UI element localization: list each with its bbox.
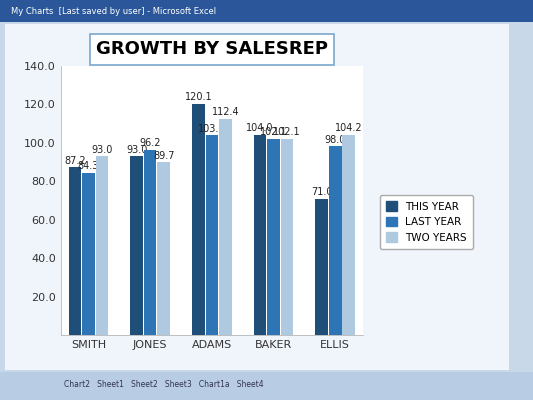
Bar (144, 150, 157, 335)
Bar (329, 146, 342, 335)
Text: 112.4: 112.4 (212, 107, 239, 117)
Text: 84.3: 84.3 (78, 161, 99, 171)
Bar (69, 167, 81, 335)
Bar (254, 135, 266, 335)
Text: 102.1: 102.1 (273, 127, 301, 137)
Text: 93.0: 93.0 (126, 144, 147, 154)
Text: 102.1: 102.1 (260, 127, 287, 137)
Bar (96, 156, 108, 335)
Text: 71.0: 71.0 (311, 187, 333, 197)
Bar (316, 198, 328, 335)
Legend: THIS YEAR, LAST YEAR, TWO YEARS: THIS YEAR, LAST YEAR, TWO YEARS (380, 195, 473, 249)
Text: 89.7: 89.7 (153, 151, 174, 161)
Text: 103.7: 103.7 (198, 124, 225, 134)
Bar (281, 138, 293, 335)
Text: 96.2: 96.2 (140, 138, 161, 148)
Text: Chart2   Sheet1   Sheet2   Sheet3   Chart1a   Sheet4: Chart2 Sheet1 Sheet2 Sheet3 Chart1a Shee… (64, 380, 264, 389)
Text: 87.2: 87.2 (64, 156, 86, 166)
Text: 93.0: 93.0 (91, 144, 113, 154)
Bar (267, 138, 280, 335)
Bar (192, 104, 205, 335)
Bar (157, 162, 170, 335)
Bar (219, 119, 232, 335)
Bar (206, 136, 218, 335)
Bar (130, 156, 143, 335)
Title: GROWTH BY SALESREP: GROWTH BY SALESREP (96, 40, 328, 58)
Bar (342, 134, 355, 335)
Text: My Charts  [Last saved by user] - Microsoft Excel: My Charts [Last saved by user] - Microso… (11, 6, 216, 16)
Text: 98.0: 98.0 (325, 135, 346, 145)
Text: 104.2: 104.2 (335, 123, 362, 133)
Text: 120.1: 120.1 (184, 92, 212, 102)
Bar (82, 173, 95, 335)
Text: 104.0: 104.0 (246, 123, 274, 133)
